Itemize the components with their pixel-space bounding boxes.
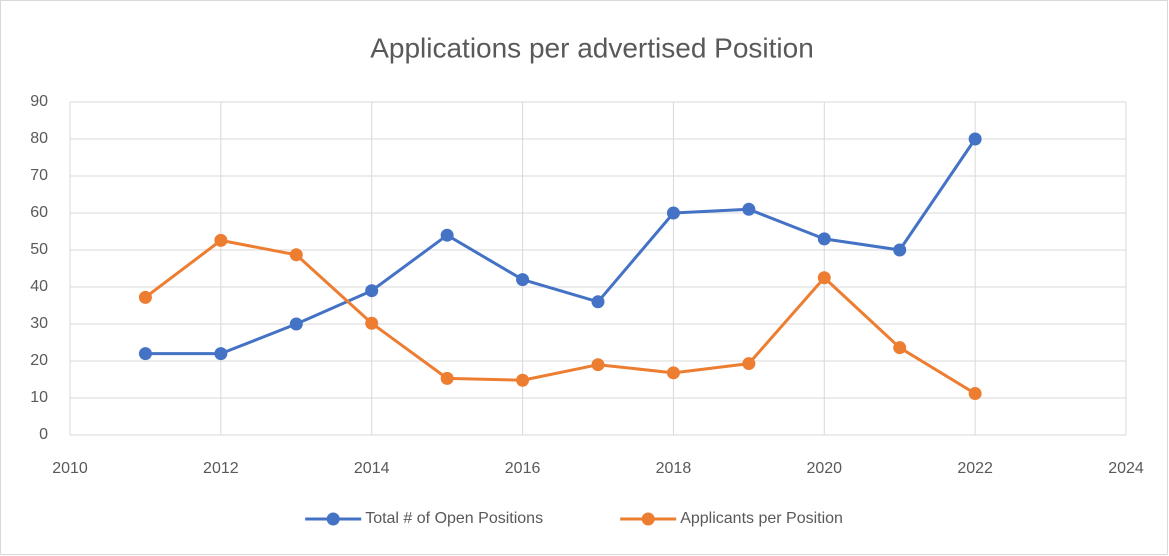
data-point	[893, 243, 907, 257]
data-point	[968, 387, 982, 401]
y-tick-label: 0	[39, 426, 48, 443]
chart-title: Applications per advertised Position	[370, 32, 814, 63]
data-point	[817, 271, 831, 285]
data-point	[138, 347, 152, 361]
data-point	[516, 273, 530, 287]
data-point	[968, 132, 982, 146]
data-point	[214, 347, 228, 361]
data-point	[666, 206, 680, 220]
data-point	[591, 295, 605, 309]
y-tick-label: 90	[30, 93, 48, 110]
data-point	[440, 371, 454, 385]
x-tick-label: 2024	[1108, 460, 1144, 477]
x-tick-label: 2010	[52, 460, 88, 477]
x-tick-label: 2014	[354, 460, 390, 477]
y-tick-label: 30	[30, 315, 48, 332]
y-tick-label: 10	[30, 389, 48, 406]
data-point	[666, 366, 680, 380]
y-tick-label: 70	[30, 167, 48, 184]
y-tick-label: 50	[30, 241, 48, 258]
data-point	[817, 232, 831, 246]
data-point	[893, 341, 907, 355]
data-point	[138, 290, 152, 304]
x-tick-label: 2018	[656, 460, 692, 477]
data-point	[289, 317, 303, 331]
legend-label: Applicants per Position	[680, 510, 843, 527]
y-tick-label: 20	[30, 352, 48, 369]
data-point	[742, 357, 756, 371]
data-point	[289, 248, 303, 262]
data-point	[742, 202, 756, 216]
legend-marker	[641, 512, 655, 526]
y-tick-label: 40	[30, 278, 48, 295]
data-point	[516, 373, 530, 387]
series-line	[145, 138, 977, 356]
data-point	[214, 233, 228, 247]
data-point	[365, 316, 379, 330]
x-tick-label: 2020	[806, 460, 842, 477]
series-line	[144, 238, 976, 395]
y-tick-label: 80	[30, 130, 48, 147]
data-point	[440, 228, 454, 242]
y-tick-label: 60	[30, 204, 48, 221]
x-tick-label: 2012	[203, 460, 239, 477]
legend-label: Total # of Open Positions	[365, 510, 543, 527]
data-point	[591, 358, 605, 372]
legend-marker	[326, 512, 340, 526]
x-tick-label: 2022	[957, 460, 993, 477]
data-point	[365, 284, 379, 298]
x-tick-label: 2016	[505, 460, 541, 477]
